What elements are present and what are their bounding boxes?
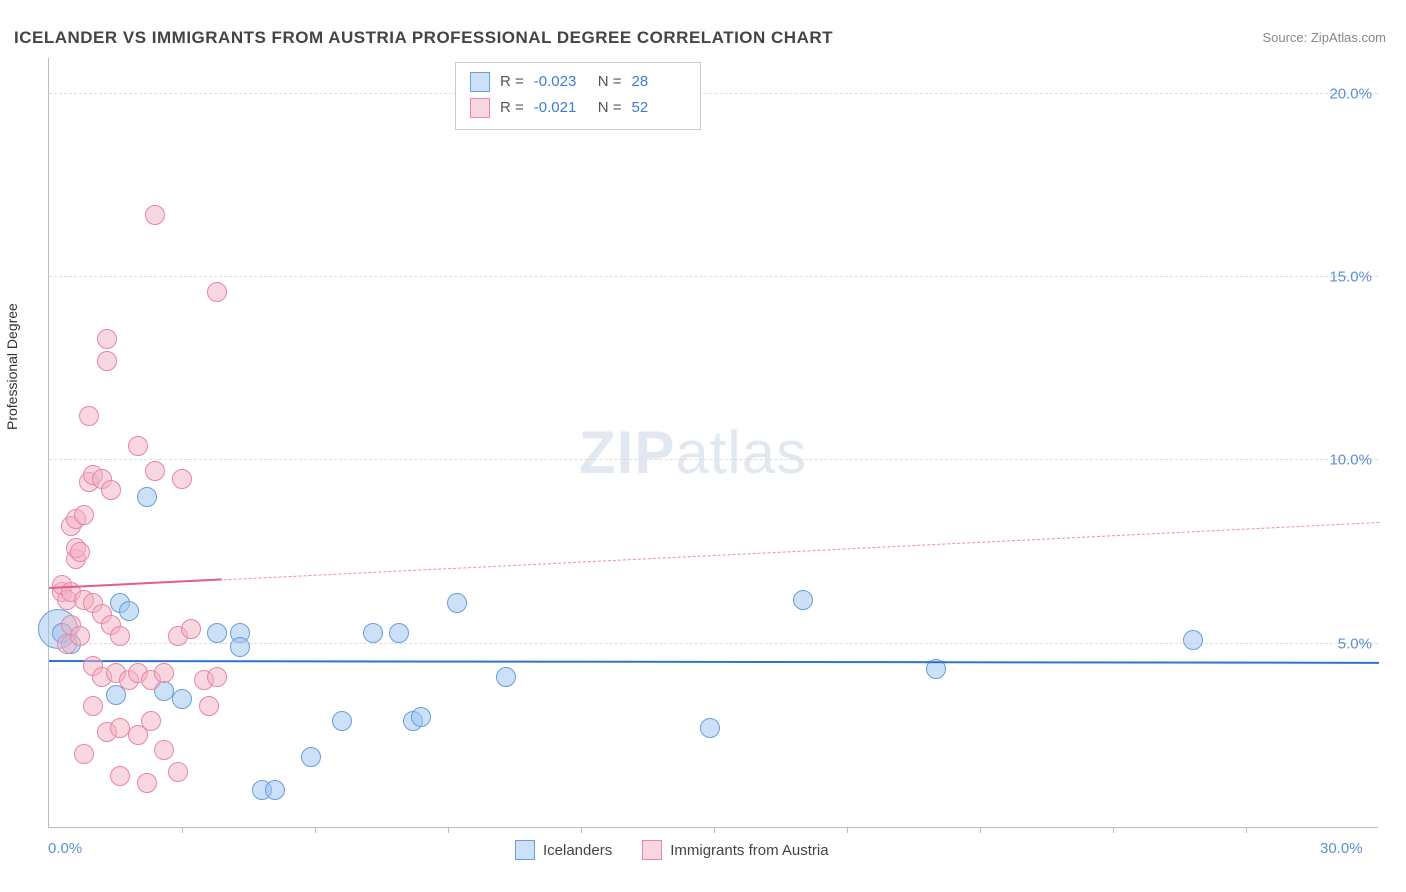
legend-swatch <box>515 840 535 860</box>
data-point <box>74 505 94 525</box>
data-point <box>83 696 103 716</box>
r-label: R = <box>500 95 524 121</box>
data-point <box>79 406 99 426</box>
data-point <box>110 766 130 786</box>
legend-swatch <box>642 840 662 860</box>
data-point <box>389 623 409 643</box>
data-point <box>265 780 285 800</box>
data-point <box>496 667 516 687</box>
x-tick <box>847 827 848 833</box>
x-tick <box>714 827 715 833</box>
data-point <box>97 329 117 349</box>
data-point <box>137 773 157 793</box>
legend-label: Icelanders <box>543 842 612 859</box>
data-point <box>332 711 352 731</box>
data-point <box>207 667 227 687</box>
trend-line-dashed <box>49 522 1379 589</box>
data-point <box>207 282 227 302</box>
stats-row: R = -0.023 N = 28 <box>470 69 686 95</box>
n-value: 52 <box>632 95 686 121</box>
x-tick <box>1246 827 1247 833</box>
y-tick-label: 20.0% <box>1329 85 1372 102</box>
data-point <box>137 487 157 507</box>
x-tick <box>980 827 981 833</box>
gridline <box>49 276 1378 277</box>
y-tick-label: 5.0% <box>1338 635 1372 652</box>
gridline <box>49 459 1378 460</box>
x-axis-end-label: 30.0% <box>1320 840 1363 857</box>
x-tick <box>315 827 316 833</box>
n-label: N = <box>598 95 622 121</box>
data-point <box>301 747 321 767</box>
data-point <box>230 637 250 657</box>
data-point <box>363 623 383 643</box>
data-point <box>70 542 90 562</box>
legend-item: Icelanders <box>515 840 612 860</box>
series-swatch <box>470 98 490 118</box>
data-point <box>700 718 720 738</box>
n-label: N = <box>598 69 622 95</box>
data-point <box>207 623 227 643</box>
y-tick-label: 15.0% <box>1329 269 1372 286</box>
r-label: R = <box>500 69 524 95</box>
data-point <box>145 461 165 481</box>
stats-row: R = -0.021 N = 52 <box>470 95 686 121</box>
r-value: -0.021 <box>534 95 588 121</box>
data-point <box>154 663 174 683</box>
data-point <box>128 436 148 456</box>
data-point <box>119 601 139 621</box>
data-point <box>141 711 161 731</box>
y-axis-label: Professional Degree <box>4 303 20 430</box>
y-tick-label: 10.0% <box>1329 452 1372 469</box>
x-axis-origin-label: 0.0% <box>48 840 82 857</box>
series-swatch <box>470 72 490 92</box>
data-point <box>97 351 117 371</box>
data-point <box>145 205 165 225</box>
data-point <box>172 469 192 489</box>
legend-item: Immigrants from Austria <box>642 840 828 860</box>
n-value: 28 <box>632 69 686 95</box>
data-point <box>181 619 201 639</box>
data-point <box>70 626 90 646</box>
x-tick <box>1113 827 1114 833</box>
gridline <box>49 93 1378 94</box>
data-point <box>154 740 174 760</box>
scatter-plot: ZIPatlas 5.0% 10.0% 15.0% 20.0% <box>48 58 1378 828</box>
data-point <box>1183 630 1203 650</box>
r-value: -0.023 <box>534 69 588 95</box>
data-point <box>74 744 94 764</box>
legend: Icelanders Immigrants from Austria <box>515 840 829 860</box>
chart-title: ICELANDER VS IMMIGRANTS FROM AUSTRIA PRO… <box>14 28 833 48</box>
watermark: ZIPatlas <box>579 418 807 487</box>
correlation-stats-box: R = -0.023 N = 28 R = -0.021 N = 52 <box>455 62 701 130</box>
data-point <box>110 626 130 646</box>
data-point <box>199 696 219 716</box>
data-point <box>447 593 467 613</box>
data-point <box>793 590 813 610</box>
data-point <box>172 689 192 709</box>
x-tick <box>581 827 582 833</box>
data-point <box>411 707 431 727</box>
source-attribution: Source: ZipAtlas.com <box>1262 30 1386 45</box>
data-point <box>168 762 188 782</box>
trend-line <box>49 660 1379 664</box>
legend-label: Immigrants from Austria <box>670 842 828 859</box>
x-tick <box>448 827 449 833</box>
x-tick <box>182 827 183 833</box>
data-point <box>101 480 121 500</box>
